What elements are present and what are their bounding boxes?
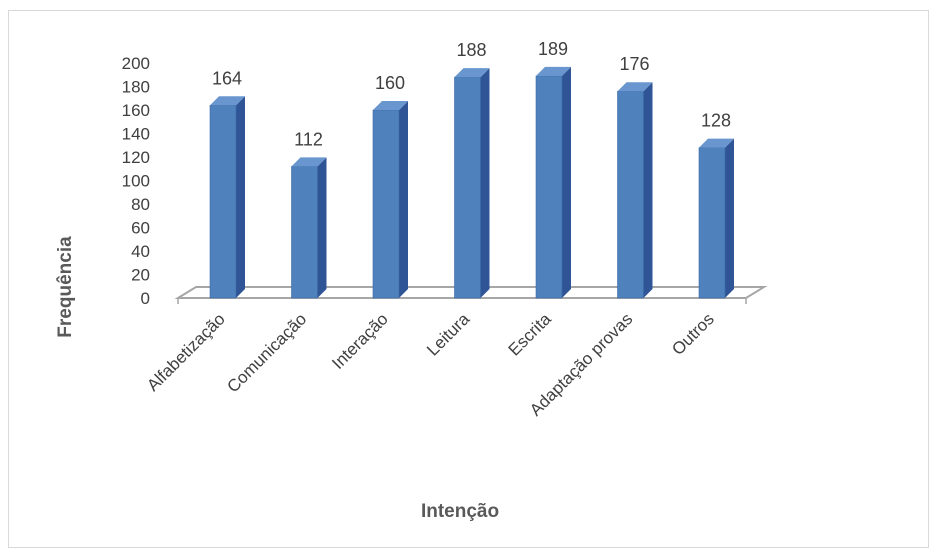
- bar-top: [699, 138, 734, 148]
- bar-top: [373, 101, 408, 110]
- x-tick-label: Escrita: [505, 309, 556, 360]
- y-tick-label: 40: [131, 242, 150, 261]
- bar-side: [725, 138, 734, 298]
- bar-top: [210, 96, 245, 106]
- bar-front: [209, 105, 237, 299]
- bar-side: [480, 68, 490, 298]
- bar-side: [317, 157, 327, 298]
- data-label: 188: [456, 40, 486, 60]
- bar-side: [643, 82, 653, 298]
- bar-3: [372, 101, 408, 299]
- data-labels: 164 112 160 188 189 176 128: [212, 39, 731, 149]
- bar-side: [399, 101, 408, 298]
- data-label: 189: [538, 39, 568, 59]
- bar-top: [291, 157, 327, 167]
- y-tick-label: 20: [131, 266, 150, 285]
- bar-2: [291, 157, 327, 299]
- y-tick-label: 140: [122, 125, 150, 144]
- y-tick-label: 200: [122, 54, 150, 73]
- y-axis-ticks: 0 20 40 60 80 100 120 140 160 180 200: [122, 54, 150, 308]
- x-tick-label: Alfabetização: [143, 309, 229, 395]
- bar-front: [617, 90, 644, 299]
- bar-front: [291, 166, 318, 299]
- bar-top: [617, 82, 653, 92]
- bar-top: [536, 66, 571, 76]
- y-tick-label: 160: [122, 101, 150, 120]
- x-tick-label: Leitura: [423, 309, 474, 360]
- y-tick-label: 80: [131, 195, 150, 214]
- bar-front: [698, 147, 726, 299]
- bar-6: [617, 82, 653, 299]
- y-tick-label: 0: [141, 289, 150, 308]
- data-label: 160: [375, 73, 405, 93]
- bar-7: [698, 138, 734, 299]
- bars: [209, 66, 734, 299]
- y-tick-label: 120: [122, 148, 150, 167]
- x-tick-label: Outros: [668, 309, 718, 359]
- x-axis-title: Intenção: [421, 501, 499, 522]
- y-tick-label: 100: [122, 172, 150, 191]
- bar-front: [372, 109, 400, 299]
- data-label: 176: [619, 54, 649, 74]
- x-tick-label: Interação: [328, 309, 392, 373]
- data-label: 112: [294, 129, 323, 149]
- bar-1: [209, 96, 245, 299]
- bar-top: [454, 68, 490, 78]
- y-tick-label: 180: [122, 78, 150, 97]
- bar-side: [562, 66, 571, 298]
- y-tick-label: 60: [131, 219, 150, 238]
- y-axis-title: Frequência: [55, 236, 76, 338]
- bar-5: [535, 66, 571, 299]
- bar-front: [535, 75, 563, 299]
- data-label: 164: [212, 68, 242, 88]
- data-label: 128: [701, 111, 731, 131]
- bar-front: [454, 76, 481, 299]
- bar-4: [454, 68, 490, 299]
- x-tick-label: Comunicação: [223, 309, 310, 396]
- bar-side: [236, 96, 245, 298]
